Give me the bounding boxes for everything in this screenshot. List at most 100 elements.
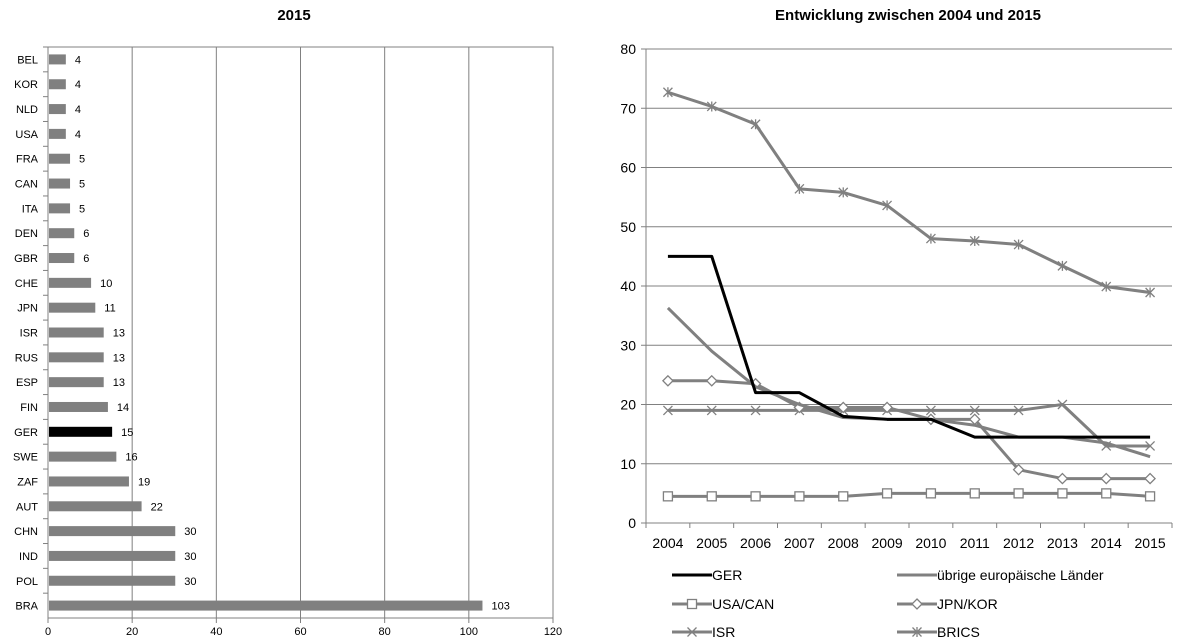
x-tick-label: 2008 — [828, 535, 859, 551]
x-tick-label: 2006 — [740, 535, 771, 551]
legend-marker — [911, 598, 923, 610]
bar-pol — [49, 575, 176, 586]
x-tick-label: 2014 — [1091, 535, 1122, 551]
series-line — [667, 379, 1151, 481]
data-point — [750, 491, 761, 502]
category-label: ITA — [22, 203, 39, 215]
data-point — [1100, 472, 1113, 485]
data-point — [662, 87, 673, 98]
data-point — [794, 183, 805, 194]
data-point — [925, 488, 937, 499]
data-point — [1057, 399, 1068, 410]
data-point — [1101, 281, 1112, 292]
category-label: GBR — [14, 253, 38, 265]
data-point — [706, 405, 717, 416]
data-point — [662, 491, 674, 502]
y-tick-label: 30 — [620, 337, 636, 353]
data-point — [661, 374, 674, 387]
country-bar-chart: 2015 0 20 40 60 80 100 120 BEL 4 KOR 4 NLD 4 USA 4 FRA 5… — [13, 7, 562, 638]
data-label: 10 — [100, 278, 112, 290]
bar-bel — [49, 54, 66, 65]
data-label: 30 — [184, 526, 196, 538]
legend-item: übrige europäische Länder — [897, 567, 1104, 583]
series-jpn-kor — [661, 374, 1157, 485]
bar-fra — [49, 153, 71, 164]
x-tick-label: 2011 — [960, 535, 990, 551]
category-label: CHN — [14, 526, 38, 538]
data-label: 11 — [104, 303, 115, 315]
data-label: 30 — [184, 551, 196, 563]
data-point — [969, 405, 980, 416]
category-label: POL — [16, 576, 38, 588]
category-label: FIN — [20, 402, 38, 414]
data-point — [838, 187, 849, 198]
legend-label: GER — [712, 567, 742, 583]
x-tick-label: 0 — [45, 626, 51, 638]
legend-item: GER — [672, 567, 742, 583]
data-point — [1145, 287, 1156, 298]
bar-gbr — [49, 253, 75, 264]
legend-item: BRICS — [897, 624, 980, 640]
category-label: GER — [14, 427, 38, 439]
data-point — [1013, 239, 1024, 250]
data-point — [837, 401, 850, 414]
series-ger — [667, 254, 1151, 439]
legend-label: JPN/KOR — [937, 596, 998, 612]
data-point — [1013, 405, 1024, 416]
series-line — [667, 90, 1151, 295]
bar-chart-title: 2015 — [277, 7, 310, 24]
data-point — [969, 235, 980, 246]
data-label: 103 — [491, 601, 509, 613]
category-label: IND — [19, 551, 38, 563]
bar-swe — [49, 451, 117, 462]
legend-label: USA/CAN — [712, 596, 774, 612]
data-label: 15 — [121, 427, 133, 439]
bar-ita — [49, 203, 71, 214]
category-label: ISR — [20, 328, 38, 340]
data-point — [706, 101, 717, 112]
data-label: 6 — [83, 253, 89, 265]
bar-ind — [49, 550, 176, 561]
category-label: CHE — [15, 278, 38, 290]
data-point — [969, 488, 980, 499]
category-label: KOR — [14, 79, 38, 91]
data-point — [1144, 491, 1156, 502]
y-tick-label: 70 — [620, 100, 636, 116]
category-label: SWE — [13, 452, 38, 464]
bar-aut — [49, 501, 142, 512]
category-label: BEL — [17, 54, 38, 66]
x-tick-label: 100 — [460, 626, 478, 638]
series-brics — [662, 87, 1156, 298]
data-label: 4 — [75, 129, 81, 141]
category-label: ESP — [16, 377, 38, 389]
bar-usa — [49, 128, 66, 139]
x-tick-label: 2010 — [915, 535, 946, 551]
x-tick-label: 2005 — [696, 535, 727, 551]
x-tick-label: 80 — [379, 626, 391, 638]
trend-line-chart: Entwicklung zwischen 2004 und 2015 0 10 20… — [620, 7, 1173, 640]
legend: GER übrige europäische Länder USA/CAN JPN/K… — [672, 567, 1104, 640]
x-tick-label: 2013 — [1047, 535, 1078, 551]
data-point — [750, 405, 761, 416]
data-point — [925, 405, 936, 416]
y-tick-label: 40 — [620, 278, 636, 294]
bar-rus — [49, 352, 104, 363]
bar-ger — [49, 426, 113, 437]
x-tick-label: 60 — [294, 626, 306, 638]
bar-den — [49, 228, 75, 239]
x-tick-label: 20 — [126, 626, 138, 638]
category-label: DEN — [15, 228, 38, 240]
data-point — [1056, 472, 1069, 485]
y-tick-label: 50 — [620, 219, 636, 235]
x-tick-label: 120 — [544, 626, 562, 638]
data-point — [925, 233, 936, 244]
bar-che — [49, 277, 92, 288]
legend-marker — [686, 598, 698, 610]
x-tick-label: 2015 — [1135, 535, 1166, 551]
x-tick-label: 2007 — [784, 535, 815, 551]
data-label: 30 — [184, 576, 196, 588]
bar-kor — [49, 79, 66, 90]
line-chart-title: Entwicklung zwischen 2004 und 2015 — [775, 7, 1041, 24]
data-point — [838, 491, 849, 502]
data-label: 13 — [113, 352, 125, 364]
